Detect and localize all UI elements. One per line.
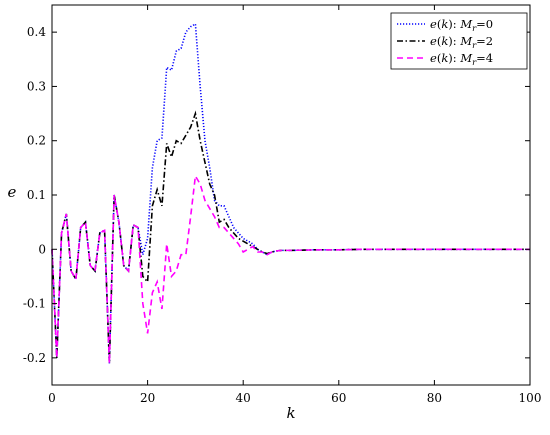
series-layer [51, 22, 530, 364]
x-tick-label: 100 [519, 391, 542, 405]
series-line-0 [51, 22, 530, 364]
y-tick-label: -0.2 [23, 351, 46, 365]
y-tick-label: 0 [38, 242, 46, 256]
x-tick-label: 80 [427, 391, 442, 405]
series-line-2 [51, 173, 530, 364]
x-tick-label: 40 [236, 391, 251, 405]
y-tick-label: -0.1 [23, 297, 46, 311]
y-tick-label: 0.3 [27, 79, 46, 93]
legend-label-2: e(k): Mr=4 [430, 51, 493, 68]
x-tick-label: 0 [48, 391, 56, 405]
y-tick-label: 0.1 [27, 188, 46, 202]
y-tick-label: 0.4 [27, 25, 46, 39]
x-tick-label: 60 [331, 391, 346, 405]
x-axis-label: k [286, 404, 295, 422]
legend-label-0: e(k): Mr=0 [430, 17, 493, 34]
legend: e(k): Mr=0e(k): Mr=2e(k): Mr=4 [390, 12, 528, 70]
series-line-1 [51, 110, 530, 364]
legend-label-1: e(k): Mr=2 [430, 34, 493, 51]
y-tick-label: 0.2 [27, 134, 46, 148]
plot-frame [51, 4, 531, 386]
y-axis-label: e [8, 183, 17, 201]
x-tick-label: 20 [140, 391, 155, 405]
